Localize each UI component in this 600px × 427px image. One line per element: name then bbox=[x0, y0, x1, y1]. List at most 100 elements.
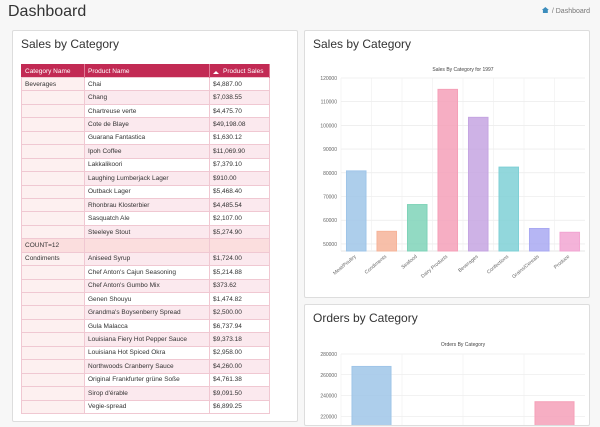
chart: Sales By Category for 1997 50000 60000 7000… bbox=[320, 67, 585, 280]
table-cell bbox=[21, 90, 85, 105]
y-tick-label: 70000 bbox=[323, 194, 337, 200]
x-tick-label: Condiments bbox=[364, 254, 389, 276]
table-cell: $1,724.00 bbox=[209, 251, 270, 267]
table-row: Laughing Lumberjack Lager $910.00 bbox=[21, 171, 270, 186]
bar bbox=[376, 230, 398, 252]
table-cell: $1,630.12 bbox=[209, 130, 270, 146]
table-cell: $4,260.00 bbox=[209, 359, 270, 374]
table-row: Sirop d'érable $9,091.50 bbox=[21, 386, 270, 401]
table-cell: $4,887.00 bbox=[209, 76, 270, 92]
column-header[interactable]: Category Name bbox=[21, 64, 85, 78]
table-row: Outback Lager $5,468.40 bbox=[21, 184, 270, 199]
bar bbox=[406, 204, 428, 252]
chart: Orders By Category 220000 240000 260000 2800… bbox=[320, 342, 585, 425]
column-header[interactable]: Product Sales bbox=[209, 64, 270, 78]
table-cell: Aniseed Syrup bbox=[84, 251, 210, 267]
table-cell: Genen Shouyu bbox=[84, 291, 210, 307]
chart-panel: Sales by Category Sales By Category for … bbox=[304, 30, 590, 298]
breadcrumb: / Dashboard bbox=[541, 7, 590, 15]
sales-table: Category Name Product Name Product Sales Be… bbox=[21, 64, 270, 414]
table-row: Northwoods Cranberry Sauce $4,260.00 bbox=[21, 359, 270, 374]
table-cell bbox=[21, 103, 85, 119]
table-cell: $2,107.00 bbox=[209, 211, 270, 226]
table-row: Grandma's Boysenberry Spread $2,500.00 bbox=[21, 305, 270, 320]
table-cell bbox=[21, 130, 85, 146]
table-cell: Vegie-spread bbox=[84, 399, 210, 414]
table-cell: $910.00 bbox=[209, 171, 270, 186]
table-cell: Sirop d'érable bbox=[84, 386, 210, 401]
table-cell: COUNT=12 bbox=[21, 238, 85, 253]
table-row: Genen Shouyu $1,474.82 bbox=[21, 291, 270, 307]
y-tick-label: 260000 bbox=[320, 373, 337, 379]
table-cell: $7,379.10 bbox=[209, 157, 270, 173]
table-cell bbox=[209, 238, 270, 253]
table-cell: $6,899.25 bbox=[209, 399, 270, 414]
table-cell: Chai bbox=[84, 76, 210, 92]
table-cell: $4,475.70 bbox=[209, 103, 270, 119]
table-cell: Guarana Fantastica bbox=[84, 130, 210, 146]
y-tick-label: 220000 bbox=[320, 414, 337, 420]
table-row: Chef Anton's Cajun Seasoning $5,214.88 bbox=[21, 265, 270, 280]
table-cell: Chang bbox=[84, 90, 210, 105]
table-cell: Rhonbrau Klosterbier bbox=[84, 197, 210, 213]
table-cell: $373.62 bbox=[209, 278, 270, 294]
bar bbox=[437, 88, 459, 252]
table-cell: $2,958.00 bbox=[209, 345, 270, 361]
y-tick-label: 280000 bbox=[320, 352, 337, 358]
table-cell bbox=[21, 399, 85, 414]
table-cell bbox=[21, 278, 85, 294]
table-row: Chang $7,038.55 bbox=[21, 90, 270, 105]
home-icon[interactable] bbox=[541, 7, 549, 13]
chart-title: Sales By Category for 1997 bbox=[432, 67, 493, 73]
x-tick-label: Grains/Cereals bbox=[511, 254, 541, 280]
breadcrumb-item[interactable]: Dashboard bbox=[555, 8, 590, 15]
table-cell bbox=[21, 184, 85, 199]
table-row: Condiments Aniseed Syrup $1,724.00 bbox=[21, 251, 270, 267]
table-cell: $9,091.50 bbox=[209, 386, 270, 401]
table-row: Lakkalikoori $7,379.10 bbox=[21, 157, 270, 173]
table-row: Guarana Fantastica $1,630.12 bbox=[21, 130, 270, 146]
table-cell: $11,069.90 bbox=[209, 144, 270, 159]
table-cell bbox=[21, 211, 85, 226]
table-cell: $5,468.40 bbox=[209, 184, 270, 199]
table-cell: Outback Lager bbox=[84, 184, 210, 199]
table-cell: Chartreuse verte bbox=[84, 103, 210, 119]
table-cell: $5,274.90 bbox=[209, 224, 270, 240]
bar bbox=[467, 116, 489, 252]
table-cell: $4,761.38 bbox=[209, 372, 270, 388]
x-tick-label: Meat/Poultry bbox=[332, 254, 358, 277]
table-row: Chef Anton's Gumbo Mix $373.62 bbox=[21, 278, 270, 294]
table-row: Gula Malacca $6,737.94 bbox=[21, 318, 270, 334]
y-tick-label: 100000 bbox=[320, 123, 337, 129]
bar bbox=[498, 166, 520, 252]
panel-heading: Orders by Category bbox=[313, 311, 418, 325]
table-cell: Gula Malacca bbox=[84, 318, 210, 334]
table-cell: $49,198.08 bbox=[209, 117, 270, 132]
bar bbox=[534, 401, 575, 425]
table-row: Ipoh Coffee $11,069.90 bbox=[21, 144, 270, 159]
table-row: Louisiana Hot Spiced Okra $2,958.00 bbox=[21, 345, 270, 361]
table-cell: Grandma's Boysenberry Spread bbox=[84, 305, 210, 320]
column-header[interactable]: Product Name bbox=[84, 64, 210, 78]
x-tick-label: Dairy Products bbox=[420, 254, 449, 280]
table-cell bbox=[21, 359, 85, 374]
table-cell: Louisiana Hot Spiced Okra bbox=[84, 345, 210, 361]
table-cell: Laughing Lumberjack Lager bbox=[84, 171, 210, 186]
table-cell bbox=[21, 291, 85, 307]
bar bbox=[351, 365, 392, 425]
table-cell bbox=[21, 117, 85, 132]
table-cell bbox=[21, 332, 85, 347]
table-cell: Ipoh Coffee bbox=[84, 144, 210, 159]
table-cell: Louisiana Fiery Hot Pepper Sauce bbox=[84, 332, 210, 347]
table-cell: Steeleye Stout bbox=[84, 224, 210, 240]
table-cell: $2,500.00 bbox=[209, 305, 270, 320]
table-row: Vegie-spread $6,899.25 bbox=[21, 399, 270, 414]
x-tick-label: Seafood bbox=[400, 254, 418, 271]
table-row: COUNT=12 bbox=[21, 238, 270, 253]
x-tick-label: Confections bbox=[486, 254, 510, 276]
table-cell: Beverages bbox=[21, 76, 85, 92]
table-cell bbox=[21, 386, 85, 401]
table-cell bbox=[21, 305, 85, 320]
table-cell: $5,214.88 bbox=[209, 265, 270, 280]
table-cell bbox=[21, 224, 85, 240]
